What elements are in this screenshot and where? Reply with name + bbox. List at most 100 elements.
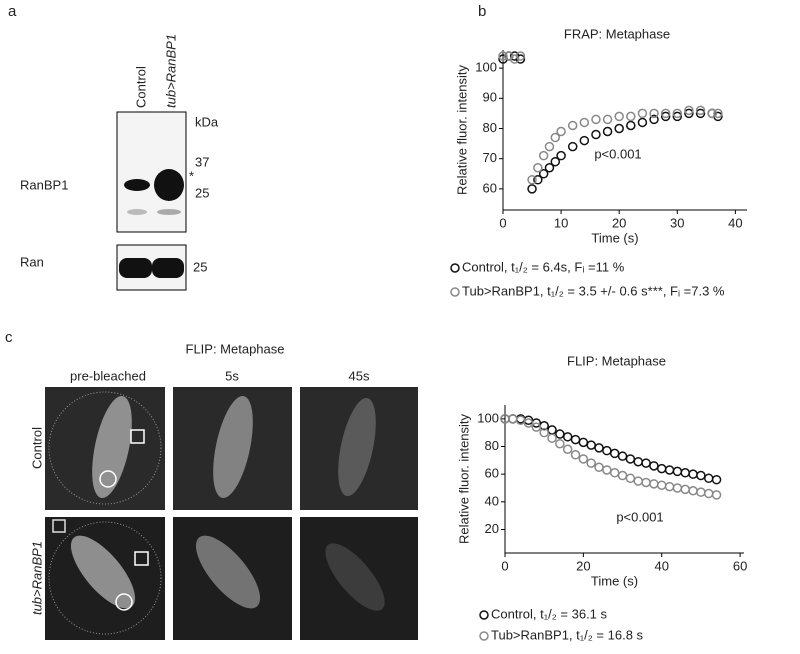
data-point: [649, 461, 659, 471]
data-point: [641, 458, 651, 468]
y-tick-label: 80: [483, 120, 497, 135]
annotation: p<0.001: [594, 146, 641, 161]
data-point: [515, 54, 526, 64]
data-point: [633, 456, 643, 467]
x-tick-label: 20: [576, 558, 590, 573]
data-point: [533, 162, 543, 173]
data-point: [508, 414, 518, 424]
data-point: [695, 105, 706, 116]
x-tick-label: 10: [554, 215, 568, 230]
band: [152, 258, 184, 278]
data-point: [562, 432, 573, 442]
data-point: [626, 111, 636, 122]
micrographs: [45, 387, 418, 640]
data-point: [586, 440, 596, 450]
y-tick-label: 70: [483, 150, 497, 165]
data-point: [672, 108, 683, 119]
data-point: [641, 477, 651, 488]
data-point: [547, 425, 557, 435]
data-point: [538, 169, 549, 179]
data-point: [602, 126, 613, 137]
data-point: [544, 162, 555, 173]
data-point: [533, 175, 543, 185]
data-point: [591, 129, 601, 140]
row-label: Control: [29, 427, 44, 469]
data-point: [555, 438, 565, 449]
legend-label: Tub>RanBP1, t₁/₂ = 3.5 +/- 0.6 s***, Fᵢ …: [462, 283, 725, 298]
marker-label: 37: [195, 154, 209, 169]
data-point: [664, 481, 675, 492]
lane-label: tub>RanBP1: [163, 34, 178, 108]
data-point: [707, 108, 717, 119]
data-point: [556, 150, 566, 161]
data-point: [649, 108, 659, 119]
data-point: [614, 123, 624, 134]
data-point: [591, 114, 601, 125]
marker-label: *: [189, 168, 194, 183]
data-point: [672, 466, 683, 477]
data-point: [562, 444, 573, 455]
lane-label: Control: [133, 66, 148, 108]
y-tick-label: 100: [475, 60, 497, 75]
data-point: [649, 114, 659, 125]
y-tick-label: 90: [483, 90, 497, 105]
data-point: [544, 141, 555, 152]
data-point: [688, 486, 698, 496]
data-point: [556, 126, 566, 137]
x-tick-label: 20: [612, 215, 626, 230]
legend-label: Tub>RanBP1, t₁/₂ = 16.8 s: [491, 627, 644, 642]
data-point: [626, 120, 636, 131]
data-point: [550, 156, 561, 167]
x-tick-label: 40: [728, 215, 742, 230]
data-point: [609, 448, 620, 459]
y-tick-label: 100: [477, 410, 499, 425]
chart-title: FRAP: Metaphase: [564, 26, 670, 41]
data-point: [660, 108, 671, 119]
data-point: [550, 132, 561, 143]
band: [157, 209, 181, 215]
y-tick-label: 60: [485, 466, 499, 481]
y-tick-label: 80: [485, 438, 499, 453]
unit-label: kDa: [195, 114, 219, 129]
data-point: [614, 111, 624, 122]
legend-marker: [479, 610, 489, 620]
legend-marker: [450, 263, 460, 273]
data-point: [625, 454, 636, 464]
data-point: [617, 451, 628, 461]
legend-marker: [479, 631, 489, 641]
data-point: [672, 483, 683, 493]
x-tick-label: 60: [733, 558, 747, 573]
data-point: [555, 429, 565, 439]
band: [119, 258, 152, 278]
data-point: [664, 465, 675, 475]
protein-label: RanBP1: [20, 177, 68, 192]
data-point: [633, 476, 643, 486]
data-point: [688, 469, 698, 479]
data-point: [523, 418, 534, 428]
legend-marker: [450, 287, 460, 297]
data-point: [602, 465, 612, 475]
data-point: [625, 473, 636, 484]
data-point: [531, 422, 542, 432]
legend-label: Control, t₁/₂ = 36.1 s: [491, 606, 608, 621]
data-point: [637, 108, 648, 119]
data-point: [637, 117, 648, 128]
x-tick-label: 30: [670, 215, 684, 230]
data-point: [539, 427, 549, 438]
band: [124, 179, 150, 191]
x-axis-label: Time (s): [591, 230, 638, 245]
data-point: [696, 470, 706, 481]
data-point: [602, 445, 612, 456]
data-point: [527, 175, 537, 185]
legend-label: Control, t₁/₂ = 6.4s, Fᵢ =11 %: [462, 259, 625, 274]
data-point: [656, 480, 667, 490]
data-point: [695, 108, 706, 119]
y-axis-label: Relative fluor. intensity: [456, 413, 471, 544]
column-header: 5s: [225, 368, 239, 383]
data-point: [602, 114, 613, 125]
y-tick-label: 60: [483, 180, 497, 195]
data-point: [578, 454, 589, 464]
data-point: [527, 184, 537, 194]
data-point: [680, 468, 690, 478]
